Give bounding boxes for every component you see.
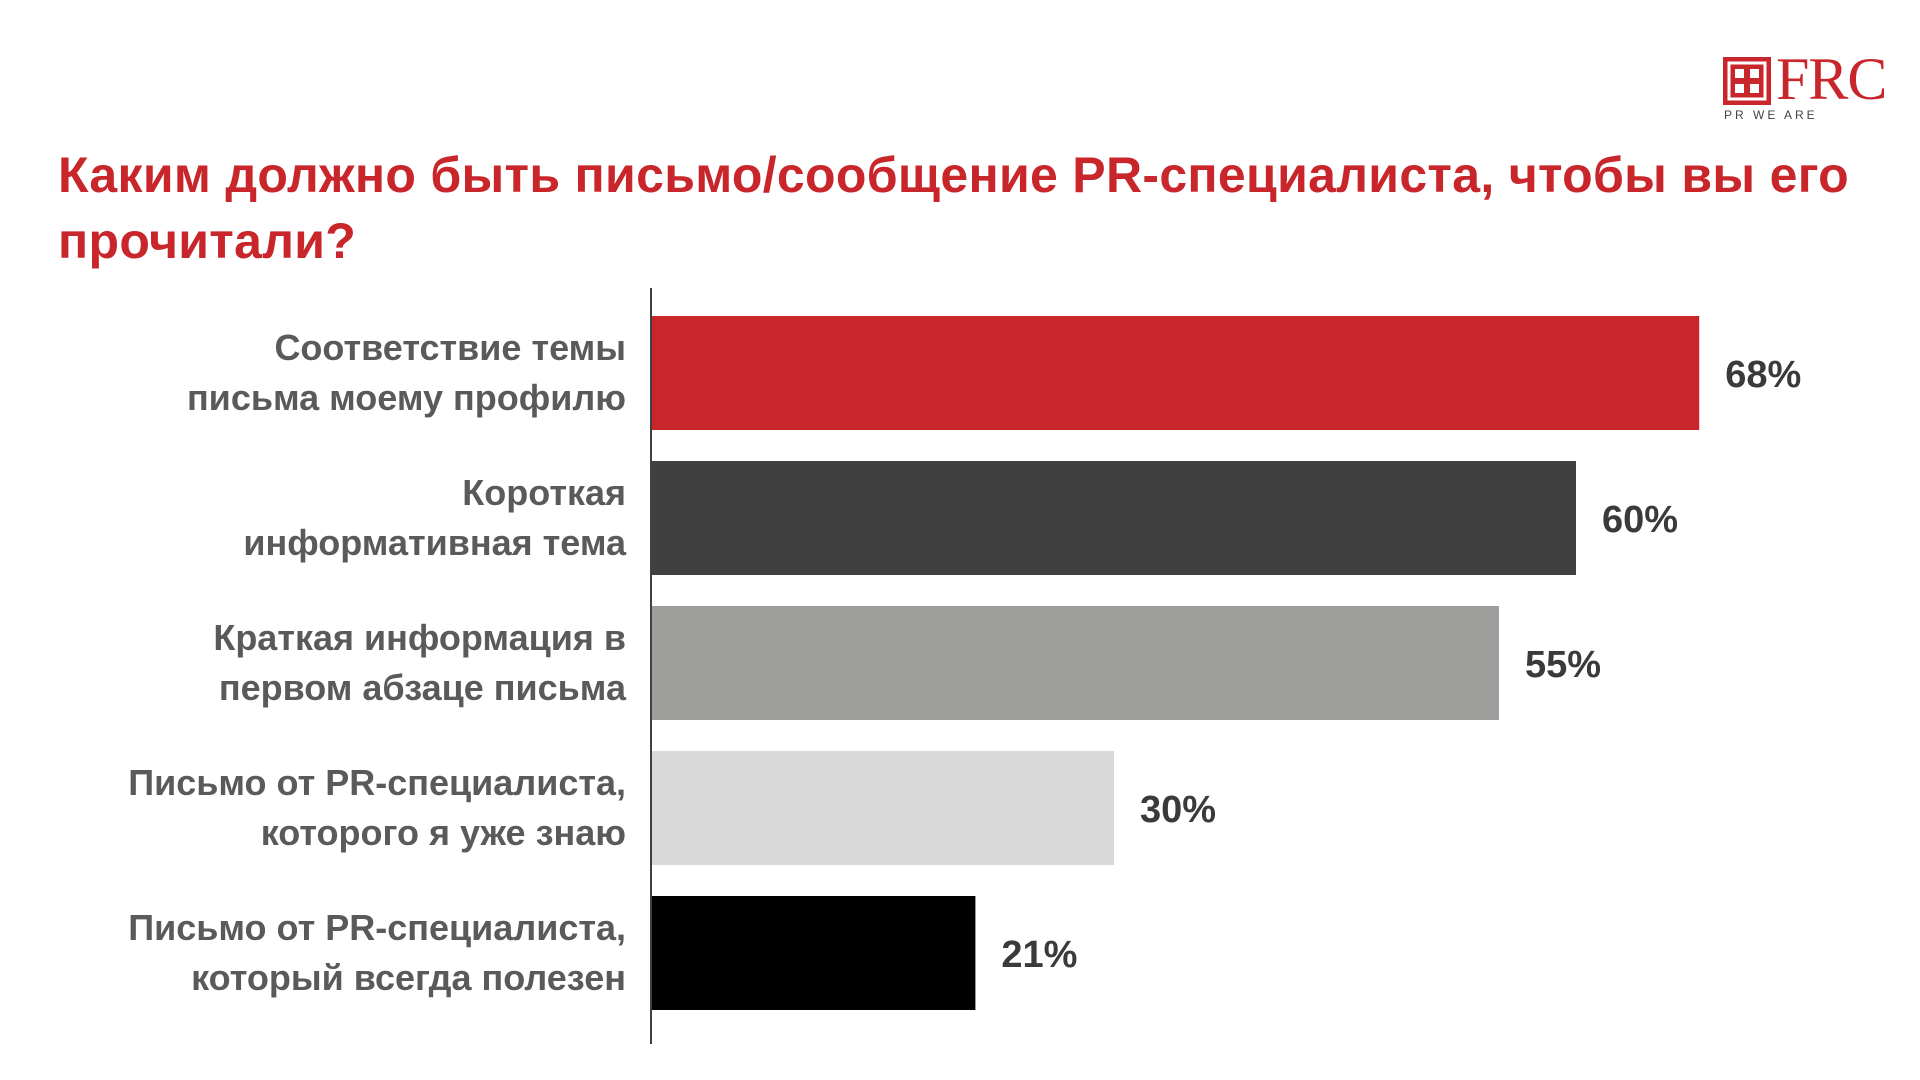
bar-1 <box>652 461 1576 575</box>
value-label-3: 30% <box>1140 789 1216 831</box>
frc-logo: FRC PR WE ARE <box>1722 48 1892 122</box>
category-label-2-line-1: первом абзаце письма <box>219 667 627 708</box>
category-label-1-line-0: Короткая <box>462 472 626 513</box>
category-label-4-line-1: который всегда полезен <box>191 957 626 998</box>
logo-tagline: PR WE ARE <box>1724 108 1818 122</box>
category-label-4-line-0: Письмо от PR-специалиста, <box>128 907 626 948</box>
value-label-4: 21% <box>1001 934 1077 976</box>
category-label-1-line-1: информативная тема <box>243 522 627 563</box>
bar-2 <box>652 606 1499 720</box>
category-label-2-line-0: Краткая информация в <box>213 617 626 658</box>
bar-4 <box>652 896 976 1010</box>
chart-title: Каким должно быть письмо/сообщение PR-сп… <box>58 147 1850 269</box>
category-label-0-line-0: Соответствие темы <box>274 327 626 368</box>
category-label-0-line-1: письма моему профилю <box>187 377 626 418</box>
bars-layer: 68% Соответствие темы письма моему профилю… <box>128 316 1801 1010</box>
category-label-3-line-1: которого я уже знаю <box>261 812 626 853</box>
bar-3 <box>652 751 1114 865</box>
value-label-1: 60% <box>1602 499 1678 541</box>
category-label-3-line-0: Письмо от PR-специалиста, <box>128 762 626 803</box>
bar-0 <box>652 316 1700 430</box>
value-label-0: 68% <box>1725 354 1801 396</box>
logo-wordmark: FRC <box>1776 46 1887 112</box>
value-label-2: 55% <box>1525 644 1601 686</box>
frc-logo-icon <box>1723 57 1771 105</box>
